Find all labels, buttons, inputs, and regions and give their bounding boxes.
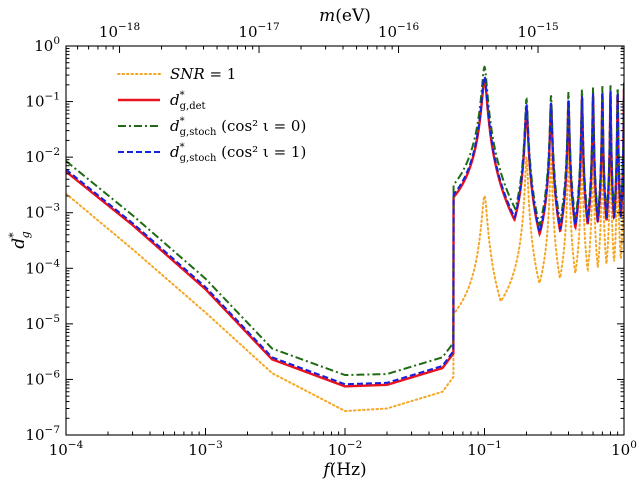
series-line <box>66 65 624 377</box>
plot-area <box>66 46 624 435</box>
top-x-tick-label: 10−17 <box>238 21 279 41</box>
top-x-tick-label: 10−16 <box>378 21 420 41</box>
y-tick-label: 10−1 <box>25 91 60 111</box>
series-line <box>66 129 624 413</box>
top-x-tick-label: 10−15 <box>517 21 558 41</box>
legend: SNR = 1 d* g,det d* g,stoch (cos² ι = 0) d* g,… <box>117 65 306 164</box>
svg-text:d*g: d*g <box>7 231 32 248</box>
y-tick-label: 10−4 <box>25 257 60 277</box>
legend-label: d* g,stoch (cos² ι = 1) <box>170 142 306 164</box>
y-axis-title: d*g <box>7 231 32 248</box>
top-x-tick-label: 10−18 <box>99 21 140 41</box>
y-tick-label: 10−2 <box>25 146 60 166</box>
legend-label: SNR = 1 <box>170 65 236 83</box>
top-x-axis-title: m(eV) <box>319 6 371 26</box>
tick-labels-group: 10−4 10−3 10−2 10−1 100 10−7 10−6 10−5 10−4 10−3 1… <box>25 21 636 459</box>
x-tick-label: 10−1 <box>467 439 502 459</box>
legend-label: d* g,stoch (cos² ι = 0) <box>170 116 306 138</box>
x-tick-label: 10−2 <box>328 439 363 459</box>
legend-label: d* g,det <box>170 90 206 112</box>
y-tick-label: 100 <box>34 35 60 55</box>
y-tick-label: 10−7 <box>25 424 60 444</box>
x-tick-label: 100 <box>611 439 637 459</box>
series-group <box>66 65 624 413</box>
y-tick-label: 10−6 <box>25 368 60 388</box>
series-line <box>66 75 624 386</box>
x-tick-label: 10−4 <box>49 439 84 459</box>
y-tick-label: 10−3 <box>25 202 60 222</box>
ticks-group <box>65 45 625 436</box>
x-axis-title: f(Hz) <box>321 460 366 480</box>
x-tick-label: 10−3 <box>188 439 223 459</box>
y-tick-label: 10−5 <box>25 313 60 333</box>
